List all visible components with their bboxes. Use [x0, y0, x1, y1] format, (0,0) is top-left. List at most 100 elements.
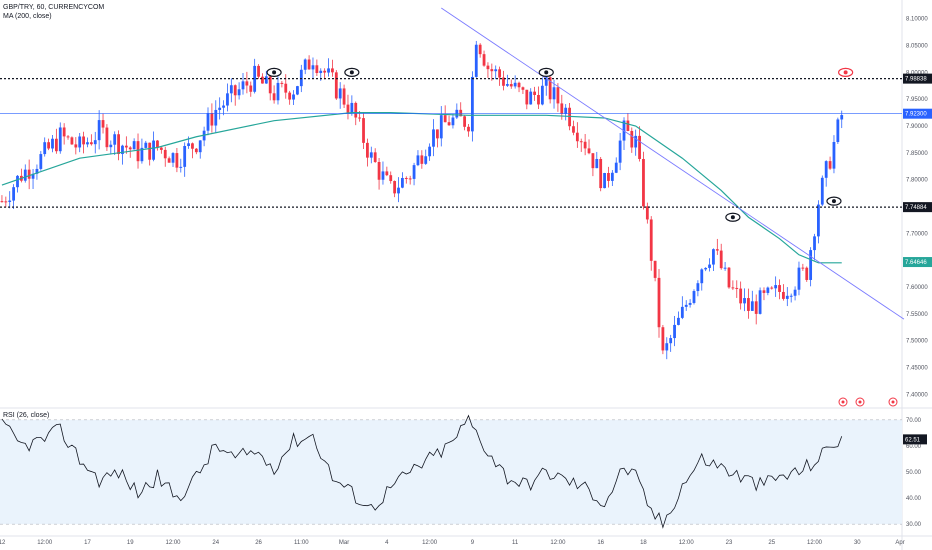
x-tick-label: Apr: [895, 540, 904, 546]
candle-body: [222, 105, 225, 108]
candle-body: [51, 138, 54, 149]
rsi-y-tick: 60.00: [906, 444, 922, 450]
candle-body: [747, 298, 750, 311]
candle-body: [513, 82, 517, 87]
rsi-line: [1, 414, 843, 529]
candle-body: [700, 269, 704, 284]
candle-body: [758, 290, 762, 314]
candle-body: [86, 142, 89, 145]
price-y-tick: 7.80000: [906, 178, 928, 184]
candle-body: [439, 115, 443, 139]
candle-body: [39, 154, 43, 169]
eye-marker-icon: [725, 212, 741, 222]
candle-body: [354, 102, 358, 118]
candle-body: [824, 161, 828, 178]
candle-body: [649, 219, 653, 261]
eye-marker-icon: [344, 67, 360, 77]
candle-body: [680, 306, 684, 318]
candle-body: [264, 76, 268, 84]
candle-body: [793, 289, 797, 296]
candle-body: [167, 158, 171, 163]
candle-body: [0, 201, 4, 203]
candle-body: [241, 81, 245, 90]
candle-body: [342, 88, 346, 105]
candle-body: [74, 144, 78, 148]
x-tick-label: 9: [471, 540, 475, 546]
candle-body: [785, 295, 789, 299]
candle-body: [78, 136, 82, 148]
candle-body: [607, 173, 610, 181]
candle-body: [233, 85, 237, 96]
candle-body: [229, 85, 233, 94]
candle-body: [743, 298, 746, 304]
price-y-tick: 7.50000: [906, 339, 928, 345]
candle-body: [136, 141, 140, 162]
candle-body: [296, 86, 299, 95]
rsi-indicator-label: RSI (26, close): [3, 412, 50, 419]
candle-body: [766, 287, 770, 293]
x-tick-label: 17: [84, 540, 91, 546]
candle-body: [214, 109, 218, 126]
rsi-value-tag: 62.51: [905, 437, 921, 443]
candle-body: [245, 81, 249, 86]
candle-body: [502, 77, 505, 86]
eye-pupil: [831, 199, 836, 204]
candle-body: [828, 161, 832, 169]
eye-marker-icon: [266, 67, 282, 77]
candle-body: [731, 287, 735, 289]
candle-body: [334, 72, 338, 99]
candle-body: [517, 82, 521, 88]
candle-body: [206, 113, 210, 131]
candle-body: [556, 87, 560, 104]
price-y-tick: 8.00000: [906, 70, 928, 76]
candle-body: [626, 120, 630, 131]
x-tick-label: 23: [726, 540, 733, 546]
candle-body: [583, 141, 587, 149]
candle-body: [432, 129, 435, 147]
candle-body: [299, 69, 303, 87]
candle-body: [801, 267, 805, 269]
x-tick-label: 25: [768, 540, 775, 546]
candle-body: [404, 177, 408, 179]
candle-body: [719, 250, 723, 269]
candle-body: [163, 149, 167, 159]
candle-body: [778, 285, 781, 292]
candle-body: [805, 267, 809, 280]
candle-body: [35, 168, 39, 174]
candle-body: [416, 155, 420, 166]
x-tick-label: 11: [512, 540, 519, 546]
price-y-tick: 8.10000: [906, 17, 928, 23]
candle-body: [113, 134, 117, 145]
candle-body: [482, 54, 486, 66]
candle-body: [397, 187, 400, 194]
candle-body: [101, 120, 105, 128]
candle-body: [463, 116, 467, 127]
x-tick-label: 26: [255, 540, 262, 546]
candle-body: [198, 140, 202, 153]
candle-body: [447, 122, 451, 126]
candle-body: [677, 317, 680, 325]
candle-body: [451, 117, 455, 126]
candle-body: [614, 162, 618, 173]
candle-body: [105, 127, 109, 148]
candle-body: [595, 158, 599, 169]
candle-body: [657, 277, 661, 328]
x-tick-label: 19: [127, 540, 134, 546]
price-y-tick: 7.60000: [906, 285, 928, 291]
candle-body: [12, 187, 16, 201]
candle-body: [537, 94, 540, 105]
x-tick-label: Mar: [339, 540, 349, 546]
candle-body: [175, 153, 179, 168]
candle-body: [591, 153, 595, 169]
candle-body: [579, 141, 583, 143]
candle-body: [420, 155, 424, 164]
candle-body: [653, 260, 657, 278]
candle-body: [836, 119, 840, 142]
icon-dot: [841, 400, 845, 404]
settings-icon: [888, 397, 898, 407]
x-tick-label: 12:00: [807, 540, 823, 546]
candle-body: [634, 135, 638, 148]
candle-body: [70, 137, 74, 145]
candle-body: [490, 69, 494, 72]
